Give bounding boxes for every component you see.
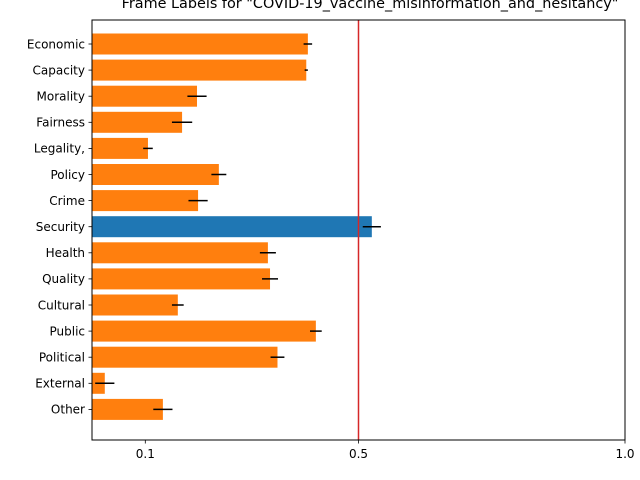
y-tick-label: Other — [51, 403, 85, 417]
y-tick-label: Cultural — [38, 298, 85, 312]
y-tick-label: Security — [36, 220, 85, 234]
bar-legality — [92, 137, 148, 159]
y-tick-label: Public — [49, 324, 85, 338]
bar-security — [92, 216, 372, 238]
x-tick-label: 0.5 — [349, 447, 368, 461]
plot-area-frame — [91, 19, 626, 441]
bar-capacity — [92, 59, 307, 81]
y-tick-label: Health — [46, 246, 85, 260]
y-tick-label: Policy — [50, 168, 85, 182]
y-axis-ticks: Economic Capacity Morality Fairness Legality… — [27, 37, 92, 417]
error-bars-layer — [95, 43, 381, 411]
y-tick-label: Quality — [42, 272, 85, 286]
bar-political — [92, 346, 278, 368]
bar-public — [92, 320, 316, 342]
bar-crime — [92, 190, 199, 212]
x-axis-ticks: 0.1 0.5 1.0 — [136, 440, 635, 461]
y-tick-label: Legality, — [34, 142, 85, 156]
bar-morality — [92, 85, 198, 107]
bars-layer — [92, 33, 372, 420]
x-tick-label: 1.0 — [615, 447, 634, 461]
bar-other — [92, 398, 163, 420]
y-tick-label: Morality — [37, 90, 85, 104]
bar-quality — [92, 268, 271, 290]
bar-fairness — [92, 111, 183, 133]
bar-policy — [92, 164, 219, 185]
chart-title: Frame Labels for "COVID-19_vaccine_misin… — [122, 0, 619, 12]
y-tick-label: External — [35, 377, 85, 391]
y-tick-label: Capacity — [33, 63, 85, 77]
bar-health — [92, 242, 268, 264]
y-tick-label: Fairness — [36, 116, 85, 130]
x-tick-label: 0.1 — [136, 447, 155, 461]
bar-economic — [92, 33, 308, 55]
bar-cultural — [92, 294, 178, 316]
y-tick-label: Crime — [49, 194, 85, 208]
y-tick-label: Economic — [27, 37, 85, 51]
y-tick-label: Political — [39, 351, 85, 365]
